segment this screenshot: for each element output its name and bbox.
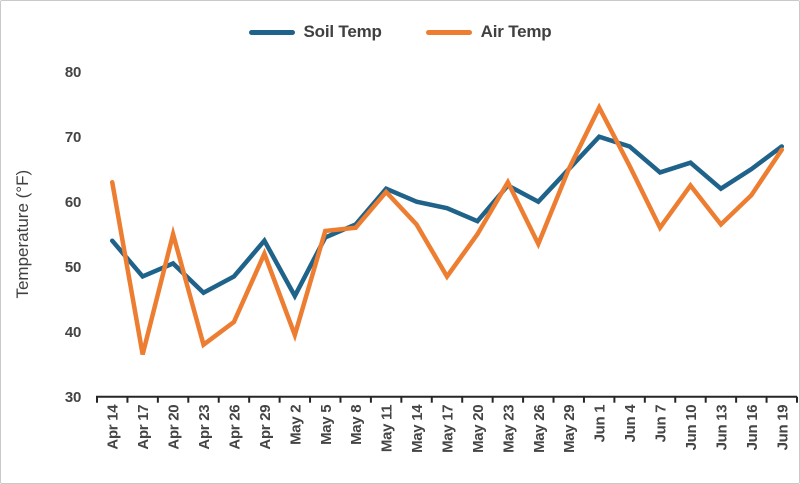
air-temp-line-swatch (425, 29, 472, 35)
y-tick-label: 50 (65, 259, 81, 276)
legend-label-air-temp: Air Temp (480, 22, 552, 41)
x-tick-label: Apr 23 (196, 405, 213, 450)
y-tick-label: 70 (65, 129, 81, 146)
y-tick-label: 30 (65, 389, 81, 406)
legend-item-air-temp: Air Temp (425, 22, 552, 42)
y-tick-label: 60 (65, 194, 81, 211)
legend-item-soil-temp: Soil Temp (248, 22, 382, 42)
x-tick-label: May 20 (470, 405, 487, 453)
x-tick-label: May 29 (561, 405, 578, 453)
x-tick-label: Jun 10 (683, 405, 700, 451)
x-tick-label: Apr 17 (135, 405, 152, 450)
x-tick-label: Jun 4 (622, 404, 639, 443)
x-tick-label: May 23 (500, 405, 517, 453)
x-tick-label: Jun 19 (774, 405, 791, 451)
y-tick-label: 80 (65, 64, 81, 81)
x-tick-label: Apr 29 (257, 405, 274, 450)
x-tick-label: May 11 (379, 405, 396, 452)
x-tick-label: Jun 7 (653, 405, 670, 443)
soil-temp-line-swatch (248, 29, 295, 35)
x-tick-label: May 2 (287, 405, 304, 445)
y-tick-label: 40 (65, 324, 81, 341)
x-tick-label: May 26 (531, 405, 548, 453)
x-tick-label: Jun 16 (744, 405, 761, 451)
x-tick-label: May 14 (409, 404, 426, 453)
x-tick-label: May 17 (440, 405, 457, 453)
x-tick-label: Apr 14 (105, 404, 122, 450)
series-line-air-temp (109, 102, 785, 356)
x-tick-label: Apr 20 (166, 405, 183, 450)
y-axis-title: Temperature (°F) (13, 170, 32, 299)
chart-legend: Soil Temp Air Temp (1, 22, 799, 42)
x-tick-label: Apr 26 (226, 405, 243, 450)
x-tick-label: May 5 (318, 405, 335, 445)
x-tick-label: Jun 1 (592, 405, 609, 443)
legend-label-soil-temp: Soil Temp (303, 22, 382, 41)
x-tick-label: Jun 13 (713, 405, 730, 451)
x-tick-label: May 8 (348, 405, 365, 445)
series-line-soil-temp (109, 134, 785, 301)
